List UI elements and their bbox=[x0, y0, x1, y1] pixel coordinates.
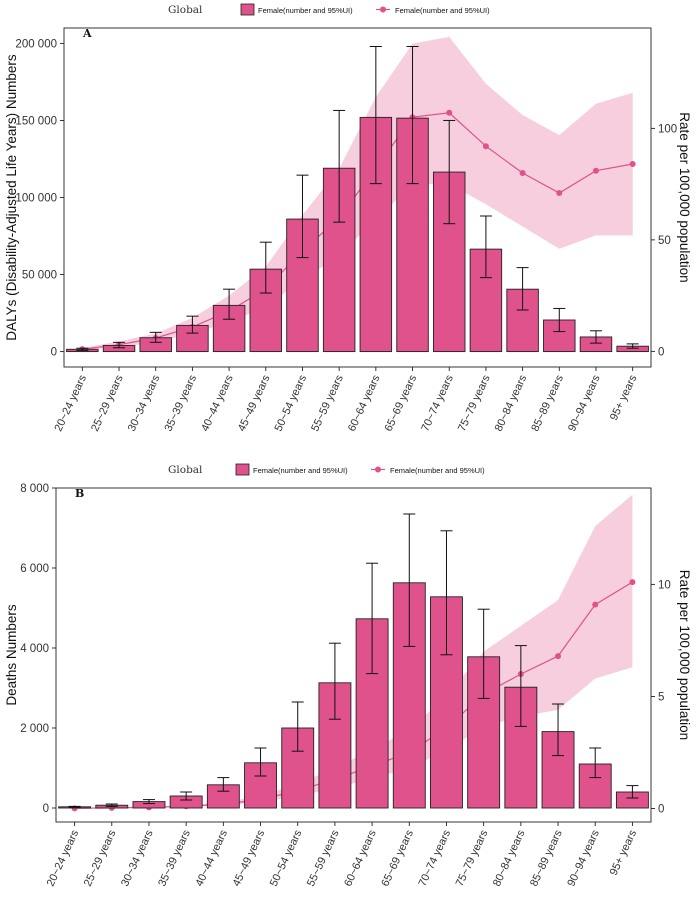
y-tick-label: 4 000 bbox=[20, 643, 49, 655]
x-tick-label: 80~84 years bbox=[491, 828, 528, 889]
y-tick-label: 0 bbox=[43, 803, 49, 815]
x-tick-label: 60~64 years bbox=[346, 373, 383, 434]
x-tick-label: 75~79 years bbox=[454, 828, 491, 889]
x-tick-label: 85~89 years bbox=[529, 373, 566, 434]
legend-bar-label: Female(number and 95%UI) bbox=[253, 466, 348, 475]
rate-point bbox=[629, 161, 636, 168]
x-tick-label: 40~44 years bbox=[193, 828, 230, 889]
rate-point bbox=[592, 167, 599, 174]
legend: Global Female(number and 95%UI) Female(num… bbox=[168, 463, 485, 476]
x-tick-label: 55~59 years bbox=[309, 373, 346, 434]
y-tick-label: 200 000 bbox=[15, 38, 57, 50]
x-tick-label: 90~94 years bbox=[565, 828, 602, 889]
x-tick-label: 75~79 years bbox=[456, 373, 493, 434]
y2-tick-label: 5 bbox=[658, 691, 664, 703]
x-tick-label: 35~39 years bbox=[163, 373, 200, 434]
legend-region-label: Global bbox=[168, 4, 203, 16]
x-tick-label: 55~59 years bbox=[305, 828, 342, 889]
rate-line bbox=[74, 581, 633, 809]
legend-line-label: Female(number and 95%UI) bbox=[395, 6, 490, 15]
x-tick-label: 50~54 years bbox=[273, 373, 310, 434]
rate-point bbox=[555, 653, 562, 660]
legend-region-label: Global bbox=[168, 464, 203, 476]
x-tick-label: 65~69 years bbox=[379, 828, 416, 889]
x-tick-label: 50~54 years bbox=[268, 828, 305, 889]
x-tick-label: 45~49 years bbox=[236, 373, 273, 434]
x-tick-label: 95+ years bbox=[608, 373, 640, 423]
x-tick-label: 45~49 years bbox=[231, 828, 268, 889]
x-tick-label: 65~69 years bbox=[383, 373, 420, 434]
y-tick-label: 150 000 bbox=[15, 115, 57, 127]
rate-point bbox=[556, 190, 563, 197]
x-tick-label: 70~74 years bbox=[419, 373, 456, 434]
x-tick-label: 25~29 years bbox=[89, 373, 126, 434]
x-tick-label: 90~94 years bbox=[566, 373, 603, 434]
y2-tick-label: 50 bbox=[658, 235, 671, 247]
y-axis-title: DALYs (Disability-Adjusted Life Years) N… bbox=[4, 54, 19, 341]
rate-point bbox=[592, 601, 599, 608]
legend-bar-label: Female(number and 95%UI) bbox=[258, 6, 353, 15]
rate-line bbox=[82, 112, 633, 350]
legend-line-marker bbox=[380, 6, 386, 13]
y-tick-label: 6 000 bbox=[20, 563, 49, 575]
y2-axis-title: Rate per 100,000 population bbox=[677, 570, 692, 740]
y-tick-label: 2 000 bbox=[20, 723, 49, 735]
legend-line-marker bbox=[375, 466, 381, 473]
x-tick-label: 30~34 years bbox=[119, 828, 156, 889]
rate-point bbox=[446, 109, 453, 116]
legend-bar-swatch bbox=[235, 463, 250, 476]
y2-tick-label: 10 bbox=[658, 579, 671, 591]
x-tick-label: 25~29 years bbox=[82, 828, 119, 889]
rate-point bbox=[482, 143, 489, 150]
x-tick-label: 60~64 years bbox=[342, 828, 379, 889]
x-tick-label: 35~39 years bbox=[156, 828, 193, 889]
y-axis-title: Deaths Numbers bbox=[4, 604, 19, 706]
legend-bar-swatch bbox=[240, 3, 255, 16]
y-tick-label: 100 000 bbox=[15, 193, 57, 205]
y-tick-label: 0 bbox=[51, 347, 57, 359]
y-tick-label: 50 000 bbox=[22, 270, 57, 282]
panel-label: A bbox=[82, 27, 92, 40]
bar bbox=[244, 762, 277, 809]
plot-frame bbox=[55, 487, 652, 823]
y-tick-label: 8 000 bbox=[20, 483, 49, 495]
x-tick-label: 80~84 years bbox=[493, 373, 530, 434]
chart-panel-b: Global Female(number and 95%UI) Female(num… bbox=[4, 463, 692, 889]
legend: Global Female(number and 95%UI) Female(num… bbox=[168, 3, 490, 16]
x-tick-label: 85~89 years bbox=[528, 828, 565, 889]
legend-line-label: Female(number and 95%UI) bbox=[390, 466, 485, 475]
x-tick-label: 20~24 years bbox=[45, 828, 82, 889]
chart-panel-a: Global Female(number and 95%UI) Female(num… bbox=[4, 3, 692, 434]
y2-tick-label: 0 bbox=[658, 804, 664, 816]
y2-tick-label: 100 bbox=[658, 123, 677, 135]
rate-point bbox=[519, 169, 526, 176]
panel-label: B bbox=[75, 487, 84, 500]
rate-point bbox=[629, 579, 636, 586]
x-tick-label: 70~74 years bbox=[417, 828, 454, 889]
x-tick-label: 20~24 years bbox=[52, 373, 89, 434]
y2-axis-title: Rate per 100,000 population bbox=[677, 112, 692, 282]
y2-tick-label: 0 bbox=[658, 346, 664, 358]
x-tick-label: 40~44 years bbox=[199, 373, 236, 434]
x-tick-label: 95+ years bbox=[608, 828, 640, 878]
x-tick-label: 30~34 years bbox=[126, 373, 163, 434]
